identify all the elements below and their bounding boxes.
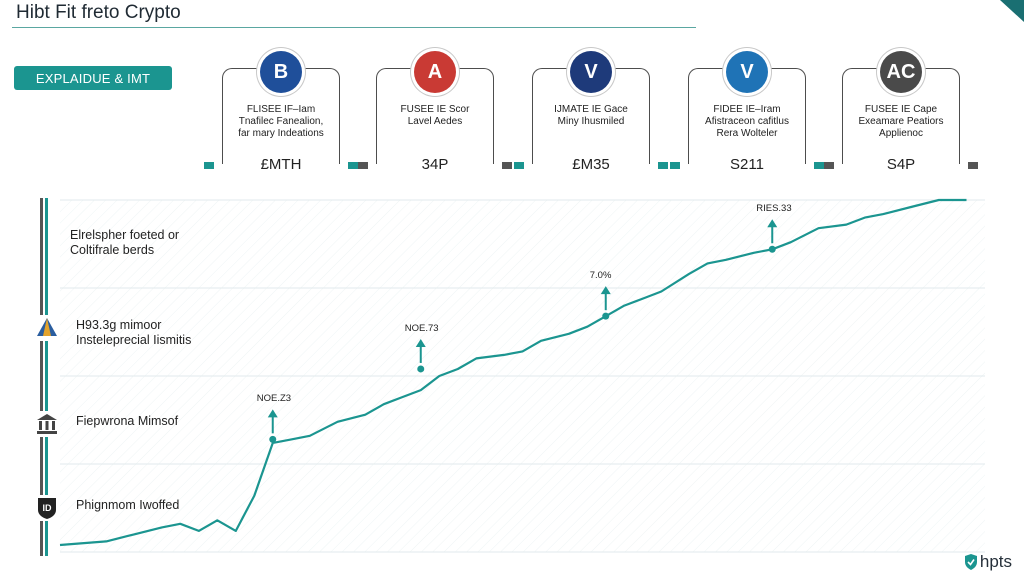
left-rail [40,198,50,556]
b-coin-icon: B [260,51,302,93]
up-arrow-icon [415,338,426,347]
card-description-line: Rera Wolteler [716,128,778,139]
card-description-line: Tnafilec Fanealion, [238,116,324,127]
up-arrow-icon [767,219,778,228]
card-description-line: Afistraceon cafitlus [705,116,789,127]
pyramid-icon [34,315,60,341]
card-description-line: FLISEE IF–Iam [246,104,316,115]
card-description: FUSEE IE Cape Exeamare Peatiors Applienoc [836,104,966,140]
card-description-line: far mary Indeations [238,128,324,139]
coin-card: A FUSEE IE Scor Lavel Aedes 34P [358,51,512,174]
shield-id-icon: ID [34,495,60,521]
card-description-line: Miny Ihusmiled [557,116,625,127]
card-tick-marker [670,162,680,169]
card-value: S211 [730,156,764,173]
card-tick-marker [514,162,524,169]
section-badge: EXPLAIDUE & IMT [14,66,172,90]
page-title: Hibt Fit freto Crypto [16,2,181,23]
side-label: Fiepwrona Mimsof [76,414,178,429]
svg-text:ID: ID [43,503,53,513]
left-rail-dark [40,198,43,556]
footer-brand: hpts [964,552,1012,572]
coin-card: V IJMATE IE Gace Miny Ihusmiled £M35 [514,51,668,174]
side-label-line: Insteleprecial Iismitis [76,333,192,347]
annotation-label: NOE.73 [404,322,439,334]
coin-card: B FLISEE IF–Iam Tnafilec Fanealion, far mar… [204,51,358,174]
card-tick-marker [502,162,512,169]
card-value: 34P [421,156,449,173]
side-label: H93.3g mimoor Insteleprecial Iismitis [76,318,191,348]
card-tick-marker [204,162,214,169]
corner-accent [1000,0,1024,22]
up-arrow-icon [600,286,611,295]
left-rail-teal [45,198,48,556]
card-description: FUSEE IE Scor Lavel Aedes [370,104,500,128]
shield-icon [964,554,977,570]
data-point-marker [768,245,776,253]
card-description: FIDEE IE–Iram Afistraceon cafitlus Rera Wo… [682,104,812,140]
card-tick-marker [358,162,368,169]
data-point-marker [602,312,610,320]
coin-card: AC FUSEE IE Cape Exeamare Peatiors Applieno… [824,51,978,174]
card-value: £M35 [572,156,610,173]
card-value: £MTH [260,156,302,173]
bank-icon [34,411,60,437]
annotation-label: 7.0% [589,270,612,282]
ac-coin-icon: AC [880,51,922,93]
card-description-line: FUSEE IE Cape [864,104,938,115]
card-description: IJMATE IE Gace Miny Ihusmiled [526,104,656,128]
annotation-label: NOE.Z3 [256,393,292,405]
stop-sign-icon: A [414,51,456,93]
side-label-line: Fiepwrona Mimsof [76,414,179,428]
card-value: S4P [886,156,916,173]
card-description-line: FUSEE IE Scor [400,104,470,115]
side-label-line: Coltifrale berds [70,243,155,257]
annotation-label: RIES.33 [756,203,792,215]
card-description-line: Exeamare Peatiors [858,116,944,127]
v-coin-icon: V [726,51,768,93]
card-description-line: IJMATE IE Gace [554,104,628,115]
card-description: FLISEE IF–Iam Tnafilec Fanealion, far mary… [216,104,346,140]
side-label: Phignmom Iwoffed [76,498,179,513]
card-description-line: Applienoc [879,128,923,139]
side-label: Elrelspher foeted or Coltifrale berds [70,228,179,258]
series-line [59,198,967,547]
card-tick-marker [824,162,834,169]
data-point-marker [417,365,425,373]
card-tick-marker [348,162,358,169]
side-label-line: Elrelspher foeted or [70,228,180,242]
card-tick-marker [814,162,824,169]
card-tick-marker [658,162,668,169]
v-shield-icon: V [570,51,612,93]
side-label-line: Phignmom Iwoffed [76,498,180,512]
up-arrow-icon [267,409,278,418]
coin-card: V FIDEE IE–Iram Afistraceon cafitlus Rera W… [670,51,824,174]
card-description-line: Lavel Aedes [407,116,463,127]
data-point-marker [269,435,277,443]
side-label-line: H93.3g mimoor [76,318,162,332]
title-underline [12,27,696,28]
card-description-line: FIDEE IE–Iram [713,104,781,115]
card-tick-marker [968,162,978,169]
footer-brand-text: hpts [979,552,1012,571]
